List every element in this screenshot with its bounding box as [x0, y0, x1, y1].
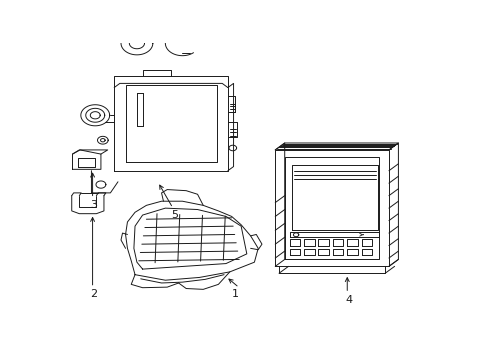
- Text: 5: 5: [171, 210, 178, 220]
- Text: 1: 1: [231, 289, 239, 299]
- Text: 2: 2: [90, 289, 97, 299]
- Text: 4: 4: [345, 294, 352, 305]
- Text: 3: 3: [90, 201, 97, 210]
